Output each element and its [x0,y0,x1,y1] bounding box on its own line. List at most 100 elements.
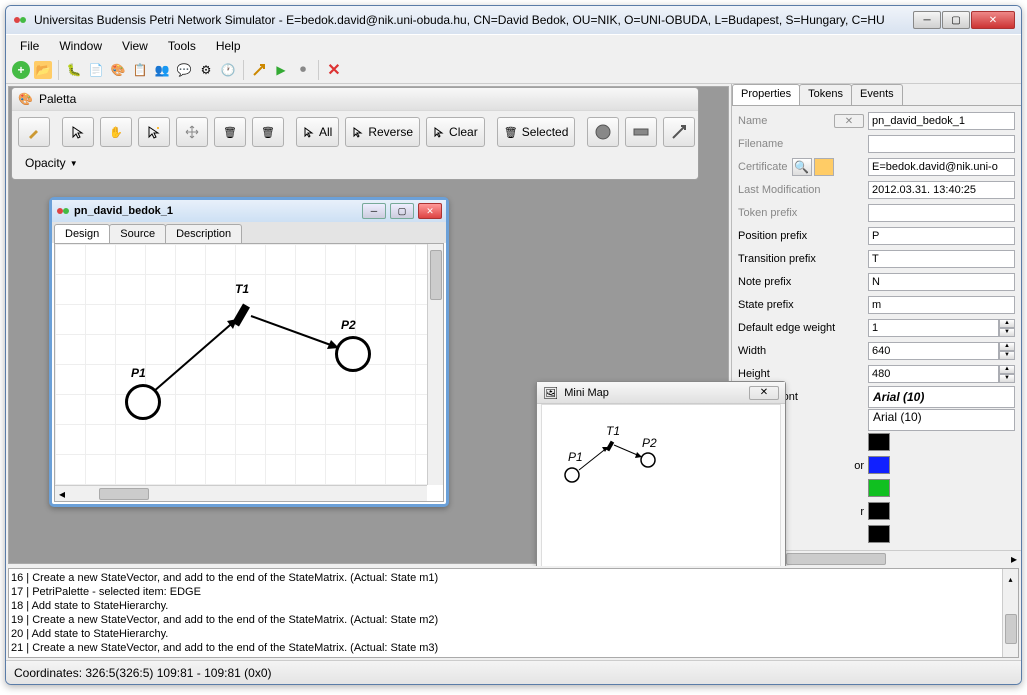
tab-description[interactable]: Description [165,224,242,243]
prop-input[interactable] [868,204,1015,222]
prop-input[interactable] [868,342,999,360]
canvas[interactable]: P1 T1 P2 ◂ [54,243,444,502]
prop-input[interactable] [868,250,1015,268]
reverse-button[interactable]: Reverse [345,117,420,147]
all-button[interactable]: All [296,117,339,147]
prop-value[interactable]: Arial (10) [868,386,1015,408]
spin-down-icon[interactable]: ▼ [999,328,1015,337]
prop-input[interactable] [868,135,1015,153]
canvas-hscroll[interactable]: ◂ [55,485,427,501]
prop-value[interactable] [868,525,1015,546]
prop-value[interactable]: Arial (10) [868,409,1015,431]
color-swatch[interactable] [868,456,890,474]
close-button[interactable]: ✕ [971,11,1015,29]
prop-value[interactable] [868,135,1015,153]
arrow-icon[interactable] [250,61,268,79]
place-p1[interactable] [125,384,161,420]
tool-icon-7[interactable]: ⚙ [197,61,215,79]
delete-icon[interactable]: ✕ [325,61,343,79]
minimap-view[interactable]: P1 T1 P2 [541,404,781,566]
spin-up-icon[interactable]: ▲ [999,319,1015,328]
new-icon[interactable]: + [12,61,30,79]
prop-input[interactable] [868,365,999,383]
pn-max-button[interactable]: ▢ [390,203,414,219]
menu-view[interactable]: View [114,37,156,55]
trash1-button[interactable]: 🗑 [214,117,246,147]
prop-value[interactable] [868,158,1015,176]
prop-value[interactable] [868,112,1015,130]
titlebar[interactable]: Universitas Budensis Petri Network Simul… [6,6,1021,34]
record-icon[interactable]: ⏺ [294,61,312,79]
prop-value[interactable] [868,433,1015,454]
prop-value[interactable] [868,502,1015,523]
pn-close-button[interactable]: ✕ [418,203,442,219]
prop-input[interactable] [868,158,1015,176]
prop-value[interactable]: ▲▼ [868,319,1015,337]
prop-input[interactable] [868,112,1015,130]
color-swatch[interactable] [868,525,890,543]
menu-window[interactable]: Window [51,37,110,55]
paletta-panel[interactable]: 🎨 Paletta ✋ 🗑 🗑 [11,87,699,180]
tool-icon-4[interactable]: 📋 [131,61,149,79]
minimize-button[interactable]: ─ [913,11,941,29]
trash2-button[interactable]: 🗑 [252,117,284,147]
wand-button[interactable] [138,117,170,147]
log-vscroll[interactable]: ▴ [1002,569,1018,657]
open-icon[interactable]: 📂 [34,61,52,79]
hand-button[interactable]: ✋ [100,117,132,147]
workspace[interactable]: 🎨 Paletta ✋ 🗑 🗑 [8,86,729,564]
spin-down-icon[interactable]: ▼ [999,351,1015,360]
log-panel[interactable]: ▴ 16 | Create a new StateVector, and add… [8,568,1019,658]
minimap[interactable]: 🖼 Mini Map ✕ P1 T1 [536,381,786,566]
cert-folder-button[interactable] [814,158,834,176]
play-icon[interactable]: ▶ [272,61,290,79]
font-button[interactable]: Arial (10) [868,386,1015,408]
prop-input[interactable] [868,296,1015,314]
clear-button[interactable]: Clear [426,117,485,147]
prop-input[interactable] [868,181,1015,199]
opacity-dropdown[interactable]: Opacity ▼ [18,153,85,173]
tool-icon-1[interactable]: 🐛 [65,61,83,79]
menu-tools[interactable]: Tools [160,37,204,55]
edge-tool-button[interactable] [663,117,695,147]
prop-value[interactable] [868,456,1015,477]
prop-value[interactable] [868,273,1015,291]
color-swatch[interactable] [868,502,890,520]
color-swatch[interactable] [868,479,890,497]
tool-icon-3[interactable]: 🎨 [109,61,127,79]
tool-icon-5[interactable]: 👥 [153,61,171,79]
pointer-button[interactable] [62,117,94,147]
selected-button[interactable]: 🗑Selected [497,117,576,147]
prop-input[interactable] [868,273,1015,291]
prop-value[interactable]: ▲▼ [868,342,1015,360]
prop-value[interactable]: ▲▼ [868,365,1015,383]
rect-tool-button[interactable] [625,117,657,147]
tab-events[interactable]: Events [851,84,903,105]
mm-close-button[interactable]: ✕ [749,386,779,400]
tool-icon-8[interactable]: 🕐 [219,61,237,79]
brush-button[interactable] [18,117,50,147]
pn-min-button[interactable]: ─ [362,203,386,219]
canvas-vscroll[interactable] [427,244,443,485]
tool-icon-6[interactable]: 💬 [175,61,193,79]
spin-up-icon[interactable]: ▲ [999,365,1015,374]
petri-window[interactable]: pn_david_bedok_1 ─ ▢ ✕ Design Source Des… [49,197,449,507]
prop-value[interactable] [868,227,1015,245]
prop-value[interactable] [868,479,1015,500]
prop-input[interactable] [868,227,1015,245]
circle-tool-button[interactable] [587,117,619,147]
spin-down-icon[interactable]: ▼ [999,374,1015,383]
cert-find-button[interactable]: 🔍 [792,158,812,176]
spin-up-icon[interactable]: ▲ [999,342,1015,351]
tab-properties[interactable]: Properties [732,84,800,105]
maximize-button[interactable]: ▢ [942,11,970,29]
tab-source[interactable]: Source [109,224,166,243]
prop-value[interactable] [868,181,1015,199]
prop-value[interactable] [868,296,1015,314]
tool-icon-2[interactable]: 📄 [87,61,105,79]
prop-close-icon[interactable]: ✕ [834,114,864,128]
place-p2[interactable] [335,336,371,372]
menu-file[interactable]: File [12,37,47,55]
prop-input[interactable] [868,319,999,337]
move-button[interactable] [176,117,208,147]
